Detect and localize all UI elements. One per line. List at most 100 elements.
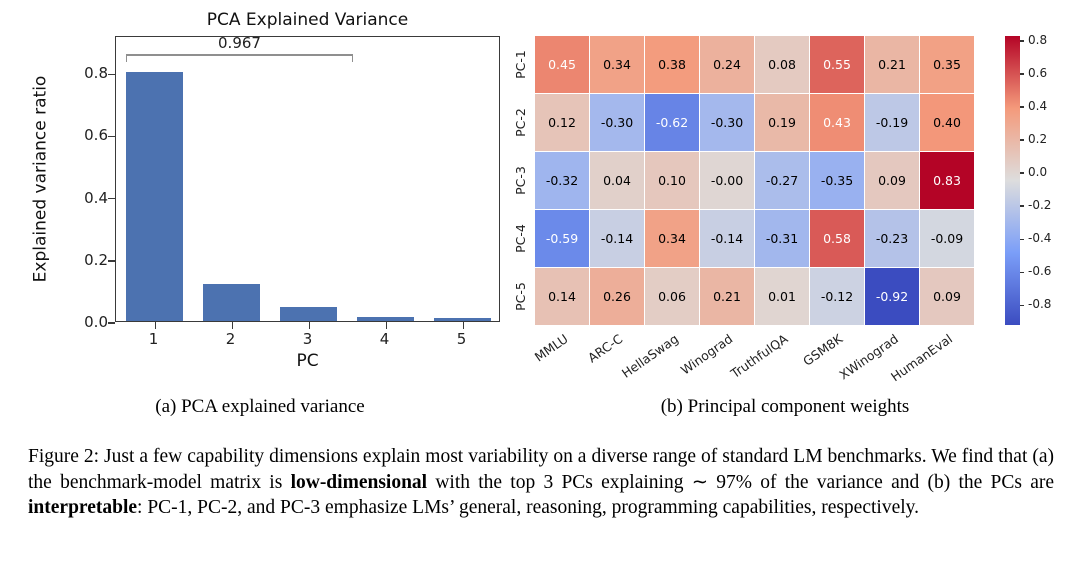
- heatmap-cell-PC-5-XWinograd: -0.92: [865, 268, 919, 325]
- bracket-cap-right: [351, 54, 354, 63]
- y-tick-label: 0.2: [84, 250, 108, 269]
- x-tick-mark: [231, 322, 233, 329]
- x-tick-label: 5: [456, 330, 467, 348]
- colorbar-tick-label: 0.4: [1028, 99, 1048, 113]
- row-label-PC-3: PC-3: [509, 152, 531, 209]
- colorbar-tick-mark: [1020, 271, 1024, 273]
- row-label-text: PC-2: [512, 108, 528, 137]
- heatmap-cell-PC-1-Winograd: 0.24: [700, 36, 754, 93]
- caption-bold-segment: low-dimensional: [290, 471, 428, 493]
- x-axis-ticks: 1 2 3 4 5: [115, 330, 500, 348]
- x-tick-label: 1: [148, 330, 159, 348]
- heatmap-cell-PC-5-HellaSwag: 0.06: [645, 268, 699, 325]
- heatmap-cell-PC-3-Winograd: -0.00: [700, 152, 754, 209]
- subcaption-b: (b) Principal component weights: [660, 396, 910, 417]
- y-tick-label: 0.6: [84, 126, 108, 145]
- heatmap-cell-PC-2-MMLU: 0.12: [535, 94, 589, 151]
- colorbar-tick-mark: [1020, 139, 1024, 141]
- heatmap-cell-PC-2-HellaSwag: -0.62: [645, 94, 699, 151]
- y-tick-mark: [108, 135, 115, 138]
- colorbar-tick-mark: [1020, 304, 1024, 306]
- y-tick-label: 0.0: [84, 313, 108, 331]
- col-label-Winograd: Winograd: [678, 331, 736, 378]
- subcaption-a: (a) PCA explained variance: [155, 396, 365, 417]
- x-axis-label: PC: [296, 351, 319, 371]
- bar-pc-2: [202, 283, 261, 321]
- pca-variance-panel: PCA Explained Variance Explained varianc…: [20, 4, 500, 436]
- caption-segment: with the top 3 PCs explaining ∼ 97% of t…: [427, 471, 1054, 493]
- row-label-PC-2: PC-2: [509, 94, 531, 151]
- heatmap-cell-PC-3-TruthfulQA: -0.27: [755, 152, 809, 209]
- bar-pc-5: [433, 317, 492, 321]
- col-label-MMLU: MMLU: [531, 331, 571, 365]
- heatmap-cell-PC-4-ARC-C: -0.14: [590, 210, 644, 267]
- heatmap-cell-PC-2-HumanEval: 0.40: [920, 94, 974, 151]
- row-label-PC-4: PC-4: [509, 210, 531, 267]
- heatmap-cell-PC-3-HumanEval: 0.83: [920, 152, 974, 209]
- heatmap-cell-PC-1-HellaSwag: 0.38: [645, 36, 699, 93]
- variance-sum-label: 0.967: [218, 34, 261, 53]
- heatmap-cell-PC-5-ARC-C: 0.26: [590, 268, 644, 325]
- bar-pc-4: [356, 317, 415, 321]
- heatmap-cell-PC-4-HumanEval: -0.09: [920, 210, 974, 267]
- col-label-GSM8K: GSM8K: [800, 331, 846, 369]
- colorbar-tick-mark: [1020, 205, 1024, 207]
- x-tick-mark: [308, 322, 310, 329]
- colorbar-tick-label: -0.8: [1028, 297, 1052, 312]
- colorbar-tick-mark: [1020, 40, 1024, 42]
- heatmap-cell-PC-2-Winograd: -0.30: [700, 94, 754, 151]
- caption-bold-segment: interpretable: [28, 497, 138, 519]
- heatmap-cell-PC-2-ARC-C: -0.30: [590, 94, 644, 151]
- heatmap-cell-PC-1-GSM8K: 0.55: [810, 36, 864, 93]
- colorbar-tick-label: 0.6: [1028, 65, 1048, 80]
- bar-pc-3: [279, 307, 338, 321]
- heatmap-cell-PC-4-GSM8K: 0.58: [810, 210, 864, 267]
- y-tick-mark: [108, 322, 115, 324]
- heatmap-cell-PC-4-HellaSwag: 0.34: [645, 210, 699, 267]
- variance-bracket: [125, 54, 354, 56]
- colorbar-tick-mark: [1020, 172, 1024, 174]
- row-label-PC-1: PC-1: [509, 36, 531, 93]
- row-label-PC-5: PC-5: [509, 268, 531, 325]
- heatmap-cell-PC-2-GSM8K: 0.43: [810, 94, 864, 151]
- heatmap-cell-PC-1-MMLU: 0.45: [535, 36, 589, 93]
- heatmap-cell-PC-3-GSM8K: -0.35: [810, 152, 864, 209]
- heatmap-cell-PC-5-TruthfulQA: 0.01: [755, 268, 809, 325]
- col-label-ARC-C: ARC-C: [585, 331, 626, 366]
- pc-weights-panel: PC-1 PC-2 PC-3 PC-4 PC-5 0.45 0.34 0.38 0.24 0.0…: [505, 4, 1065, 436]
- colorbar-tick-mark: [1020, 73, 1024, 75]
- heatmap-cell-PC-3-MMLU: -0.32: [535, 152, 589, 209]
- x-tick-label: 4: [379, 330, 390, 348]
- heatmap-cell-PC-4-Winograd: -0.14: [700, 210, 754, 267]
- row-label-text: PC-1: [512, 50, 528, 79]
- bar-chart-title: PCA Explained Variance: [206, 10, 409, 30]
- caption-segment: Figure 2: Just a few capability dimensio…: [28, 446, 1054, 493]
- colorbar-tick-label: -0.4: [1028, 231, 1052, 246]
- heatmap-cell-PC-2-TruthfulQA: 0.19: [755, 94, 809, 151]
- bar-plot-area: 0.967: [108, 34, 500, 329]
- y-axis-label: Explained variance ratio: [30, 75, 50, 283]
- heatmap-cell-PC-4-MMLU: -0.59: [535, 210, 589, 267]
- heatmap-cell-PC-5-GSM8K: -0.12: [810, 268, 864, 325]
- y-tick-mark: [108, 197, 115, 200]
- colorbar: [1005, 36, 1020, 325]
- x-tick-mark: [462, 322, 464, 329]
- y-tick-label: 0.4: [84, 188, 108, 207]
- heatmap-cell-PC-4-XWinograd: -0.23: [865, 210, 919, 267]
- row-label-text: PC-3: [512, 166, 528, 195]
- y-axis-ticks: 0.0 0.2 0.4 0.6 0.8: [64, 36, 108, 331]
- heatmap-cell-PC-1-ARC-C: 0.34: [590, 36, 644, 93]
- figure-caption: Figure 2: Just a few capability dimensio…: [28, 444, 1054, 521]
- caption-segment: : PC-1, PC-2, and PC-3 emphasize LMs’ ge…: [137, 497, 920, 519]
- colorbar-tick-label: 0.8: [1028, 32, 1048, 47]
- heatmap-cell-PC-1-XWinograd: 0.21: [865, 36, 919, 93]
- y-axis-label-wrap: Explained variance ratio: [28, 36, 52, 322]
- colorbar-ticks: 0.8 0.6 0.4 0.2 0.0 -0.2 -0.4 -0.6 -0.8: [1020, 32, 1065, 325]
- col-label-HellaSwag: HellaSwag: [618, 331, 681, 381]
- heatmap-cell-PC-5-Winograd: 0.21: [700, 268, 754, 325]
- x-tick-mark: [154, 322, 156, 329]
- bracket-cap-left: [125, 54, 128, 63]
- colorbar-tick-label: 0.0: [1028, 165, 1048, 180]
- y-tick-mark: [108, 73, 115, 75]
